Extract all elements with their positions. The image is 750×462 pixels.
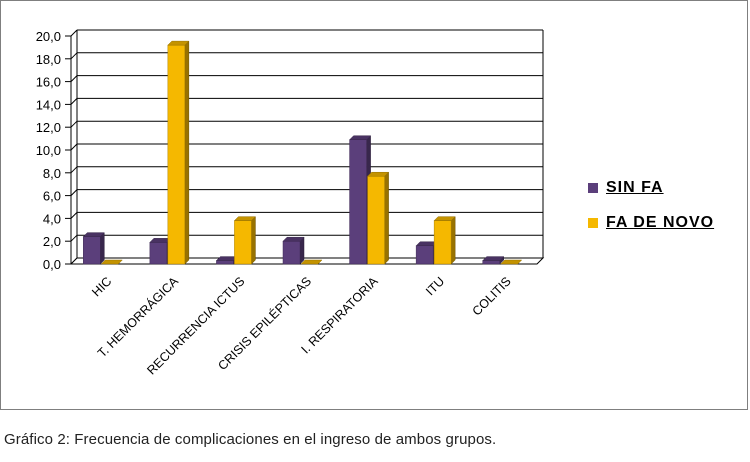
bar — [482, 255, 505, 265]
gridline-depth — [70, 120, 78, 128]
figure-caption: Gráfico 2: Frecuencia de complicaciones … — [4, 431, 497, 448]
legend-swatch-fa-de-novo — [588, 218, 598, 228]
y-tick-label: 14,0 — [36, 97, 61, 112]
legend-swatch-sin-fa — [588, 183, 598, 193]
gridline-depth — [70, 75, 78, 82]
legend-item-fa-de-novo: FA DE NOVO — [588, 214, 714, 232]
chart-plot: 0,0 2,0 4,0 6,0 8,0 10,0 12,0 14,0 16,0 18,0 20,0 H… — [36, 29, 545, 377]
legend-label-sin-fa: SIN FA — [606, 179, 664, 196]
y-tick-label: 2,0 — [43, 234, 61, 249]
y-tick-label: 16,0 — [36, 75, 61, 90]
x-tick-label: ITU — [423, 274, 447, 298]
y-tick-label: 10,0 — [36, 143, 61, 158]
legend-label-fa-de-novo: FA DE NOVO — [606, 214, 715, 231]
bar — [100, 259, 123, 265]
bar — [433, 216, 456, 265]
gridline-depth — [70, 143, 78, 151]
y-tick-label: 20,0 — [36, 29, 61, 44]
y-tick-label: 12,0 — [36, 120, 61, 135]
gridline-depth — [70, 189, 78, 196]
gridline-depth — [70, 166, 78, 174]
y-tick-label: 6,0 — [43, 189, 61, 204]
gridline-depth — [70, 234, 78, 242]
bar — [82, 232, 105, 265]
bar — [366, 171, 390, 265]
y-tick-label: 0,0 — [43, 257, 61, 272]
bar — [500, 259, 523, 265]
gridline-depth — [70, 52, 78, 60]
gridline-depth — [70, 29, 78, 37]
bar — [233, 216, 257, 265]
legend-item-sin-fa: SIN FA — [588, 179, 664, 197]
bar — [167, 40, 190, 265]
gridline-depth — [70, 212, 78, 219]
y-tick-label: 18,0 — [36, 52, 61, 67]
gridline-depth — [70, 98, 78, 105]
chart-frame: 0,0 2,0 4,0 6,0 8,0 10,0 12,0 14,0 16,0 18,0 20,0 H… — [0, 0, 748, 410]
bar — [282, 236, 305, 265]
x-tick-label: HIC — [89, 274, 114, 299]
bar — [300, 259, 323, 265]
x-tick-label: COLITIS — [470, 274, 514, 318]
y-tick-label: 4,0 — [43, 211, 61, 226]
y-tick-label: 8,0 — [43, 166, 61, 181]
